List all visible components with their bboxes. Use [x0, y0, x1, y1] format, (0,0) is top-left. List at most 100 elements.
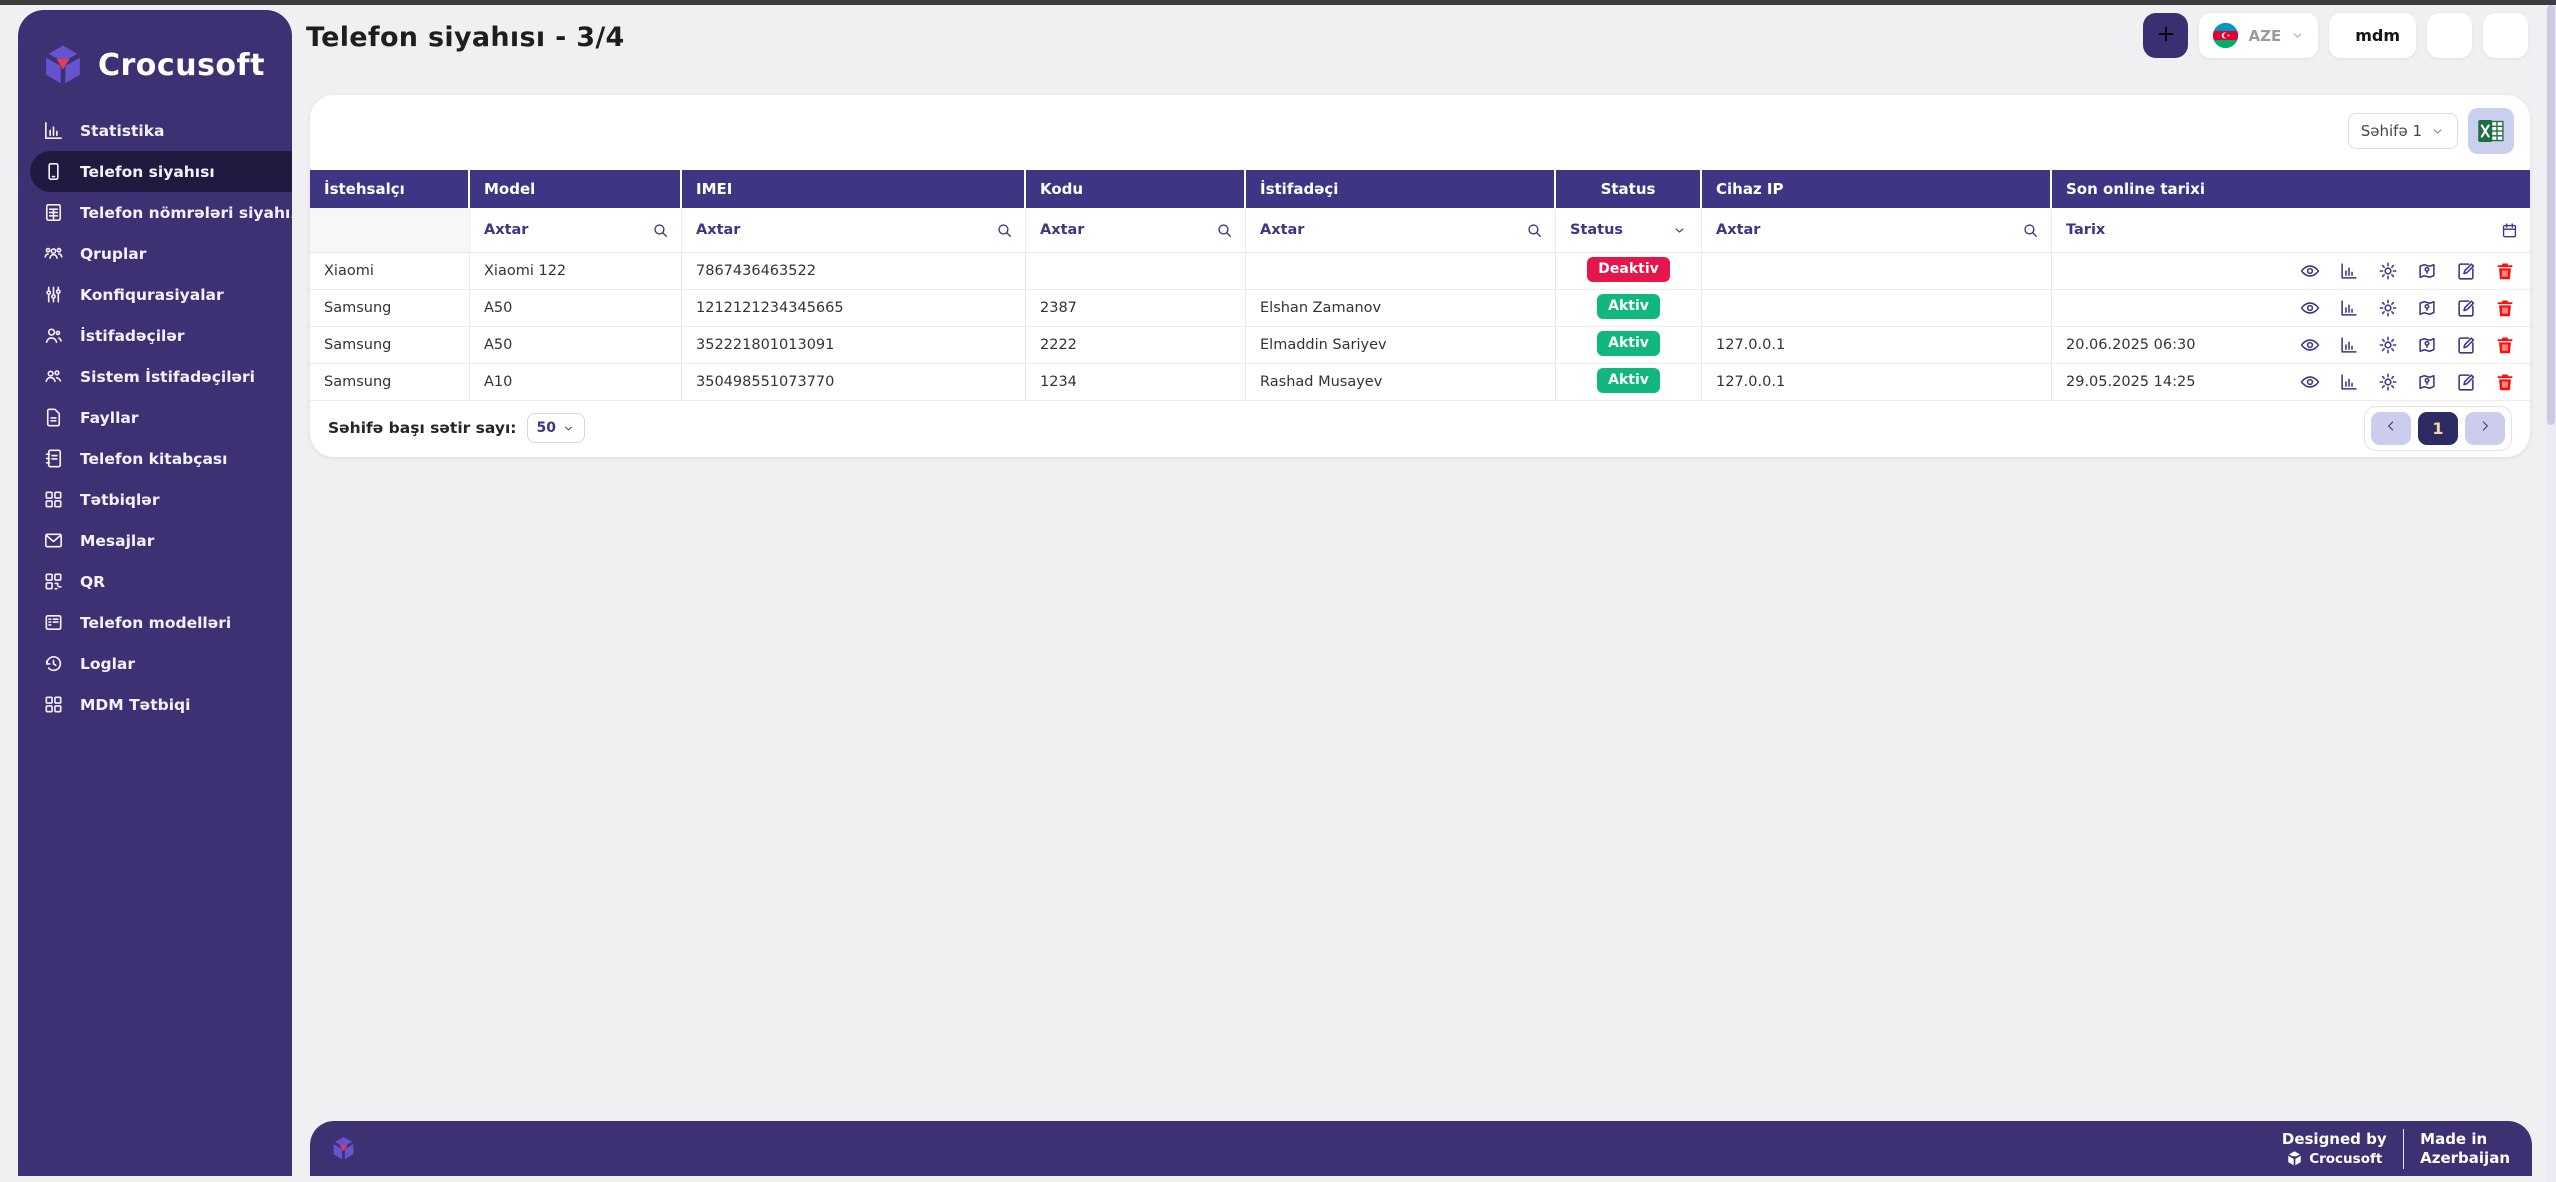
sidebar-item-mesajlar[interactable]: Mesajlar [18, 520, 292, 561]
mail-icon [42, 529, 65, 552]
page-select-dropdown[interactable]: Səhifə 1 [2347, 113, 2458, 149]
model-filter-input[interactable] [470, 208, 681, 252]
lock-button[interactable] [2427, 13, 2472, 62]
scrollbar-thumb[interactable] [2547, 5, 2555, 425]
cell-ip [1702, 290, 2052, 326]
cell-model: A10 [470, 364, 682, 400]
chevron-down-icon [562, 422, 575, 435]
edit-button[interactable] [2455, 297, 2477, 319]
sidebar-item-sistem-i-stifad-il-ri[interactable]: Sistem İstifadəçiləri [18, 356, 292, 397]
phone-icon [42, 160, 65, 183]
sidebar-item-mdm-t-tbiqi[interactable]: MDM Tətbiqi [18, 684, 292, 725]
settings-button[interactable] [2377, 371, 2399, 393]
rows-per-page-select[interactable]: 50 [526, 413, 585, 443]
content-card: Səhifə 1 İstehsalçı Model IMEI Kodu İstifadə… [310, 95, 2530, 457]
sidebar-item-label: İstifadəçilər [80, 326, 185, 345]
sidebar-item-fayllar[interactable]: Fayllar [18, 397, 292, 438]
sidebar-item-t-tbiql-r[interactable]: Tətbiqlər [18, 479, 292, 520]
son_online-filter-input[interactable] [2052, 208, 2530, 252]
location-button[interactable] [2416, 334, 2438, 356]
edit-button[interactable] [2455, 371, 2477, 393]
qr-icon [42, 570, 65, 593]
edit-button[interactable] [2455, 334, 2477, 356]
language-selector[interactable]: AZE [2199, 13, 2319, 58]
cell-status: Aktiv [1556, 290, 1702, 326]
statistics-button[interactable] [2338, 371, 2360, 393]
sliders-icon [42, 283, 65, 306]
header-actions: AZE mdm [2143, 13, 2528, 62]
crocusoft-mini-logo-icon [2286, 1150, 2303, 1167]
sidebar-item-statistika[interactable]: Statistika [18, 110, 292, 151]
users-icon [42, 324, 65, 347]
settings-button[interactable] [2377, 297, 2399, 319]
prev-page-button[interactable] [2371, 411, 2411, 445]
system-users-icon [42, 365, 65, 388]
phonebook-icon [42, 447, 65, 470]
history-icon [42, 652, 65, 675]
column-header-istifadeci: İstifadəçi [1246, 170, 1556, 208]
add-button[interactable] [2143, 13, 2189, 58]
cell-son_online: 29.05.2025 14:25 [2052, 364, 2530, 400]
designed-by-text: Designed by [2281, 1130, 2387, 1148]
view-button[interactable] [2299, 297, 2321, 319]
column-header-kodu: Kodu [1026, 170, 1246, 208]
next-page-button[interactable] [2465, 411, 2505, 445]
page-scrollbar[interactable] [2546, 5, 2556, 1182]
kodu-filter-input[interactable] [1026, 208, 1245, 252]
edit-button[interactable] [2455, 260, 2477, 282]
table-row: Samsung A10 350498551073770 1234 Rashad Musa… [310, 364, 2530, 401]
column-header-ip: Cihaz IP [1702, 170, 2052, 208]
view-button[interactable] [2299, 260, 2321, 282]
rows-per-page-label: Səhifə başı sətir sayı: [328, 419, 517, 437]
user-menu[interactable]: mdm [2329, 13, 2416, 62]
status-filter-select[interactable]: Status [1556, 208, 1702, 253]
statistics-button[interactable] [2338, 297, 2360, 319]
sidebar-item-label: Mesajlar [80, 531, 155, 550]
sidebar-item-qr[interactable]: QR [18, 561, 292, 602]
page-title: Telefon siyahısı - 3/4 [306, 22, 625, 53]
cell-istifadeci: Elshan Zamanov [1246, 290, 1556, 326]
statistics-button[interactable] [2338, 260, 2360, 282]
sidebar-item-i-stifad-il-r[interactable]: İstifadəçilər [18, 315, 292, 356]
delete-button[interactable] [2494, 260, 2516, 282]
sidebar-item-konfiqurasiyalar[interactable]: Konfiqurasiyalar [18, 274, 292, 315]
sidebar-item-telefon-kitab-as[interactable]: Telefon kitabçası [18, 438, 292, 479]
devices-table: İstehsalçı Model IMEI Kodu İstifadəçi Status C… [310, 170, 2530, 401]
istifadeci-filter-cell [1246, 208, 1556, 253]
delete-button[interactable] [2494, 371, 2516, 393]
calendar-icon[interactable] [2500, 221, 2519, 240]
view-button[interactable] [2299, 371, 2321, 393]
column-header-status: Status [1556, 170, 1702, 208]
statistics-button[interactable] [2338, 334, 2360, 356]
sidebar-item-qruplar[interactable]: Qruplar [18, 233, 292, 274]
current-page-button[interactable]: 1 [2418, 411, 2458, 445]
location-button[interactable] [2416, 371, 2438, 393]
ip-filter-input[interactable] [1702, 208, 2051, 252]
delete-button[interactable] [2494, 297, 2516, 319]
sidebar-item-loglar[interactable]: Loglar [18, 643, 292, 684]
cell-son_online: 20.06.2025 06:30 [2052, 327, 2530, 363]
sidebar-item-label: Telefon kitabçası [80, 449, 228, 468]
sidebar-item-telefon-modell-ri[interactable]: Telefon modelləri [18, 602, 292, 643]
logout-button[interactable] [2483, 13, 2528, 62]
istifadeci-filter-input[interactable] [1246, 208, 1555, 252]
sidebar-item-telefon-siyah-s[interactable]: Telefon siyahısı [30, 151, 292, 192]
username: mdm [2355, 26, 2400, 45]
last-online-value: 29.05.2025 14:25 [2066, 374, 2196, 390]
location-button[interactable] [2416, 260, 2438, 282]
view-button[interactable] [2299, 334, 2321, 356]
settings-button[interactable] [2377, 260, 2399, 282]
made-in-line2: Azerbaijan [2420, 1148, 2510, 1167]
imei-filter-input[interactable] [682, 208, 1025, 252]
card-toolbar: Səhifə 1 [2347, 108, 2514, 154]
delete-button[interactable] [2494, 334, 2516, 356]
sidebar-item-telefon-n-mr-l-ri-siyah[interactable]: Telefon nömrələri siyahı... [18, 192, 292, 233]
son_online-filter-cell [2052, 208, 2530, 253]
sidebar-item-label: Sistem İstifadəçiləri [80, 367, 255, 386]
settings-button[interactable] [2377, 334, 2399, 356]
excel-export-button[interactable] [2468, 108, 2514, 154]
crocusoft-footer-logo-icon [330, 1135, 357, 1162]
cell-imei: 7867436463522 [682, 253, 1026, 289]
column-header-model: Model [470, 170, 682, 208]
location-button[interactable] [2416, 297, 2438, 319]
